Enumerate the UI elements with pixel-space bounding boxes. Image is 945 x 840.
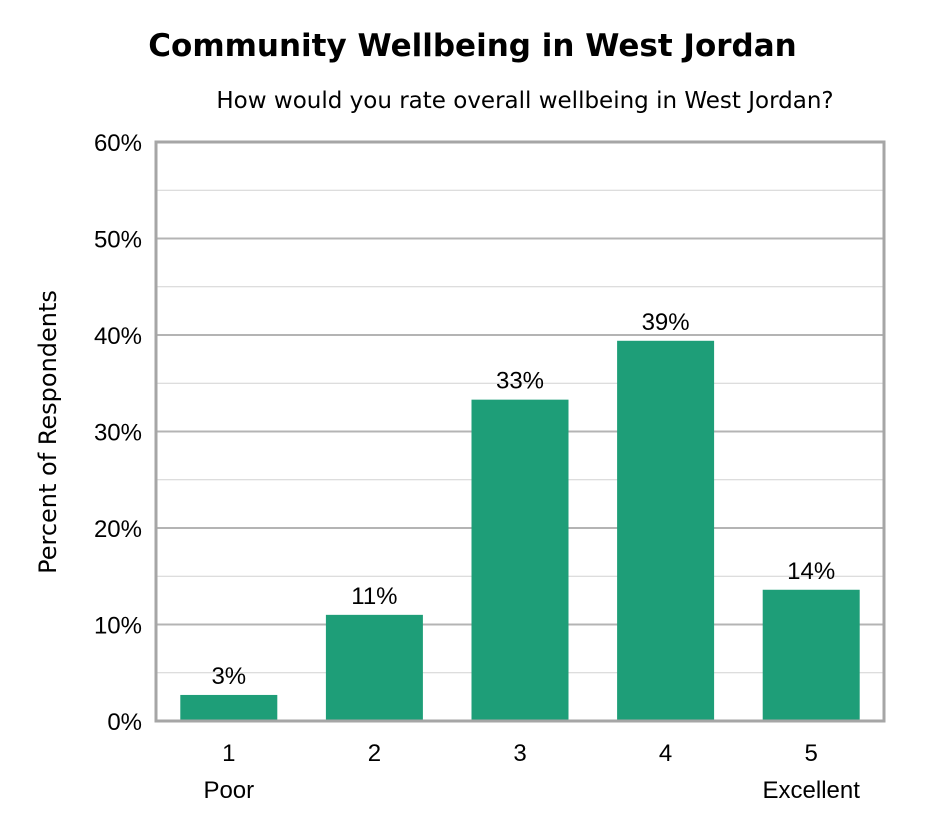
x-tick-label: 3 (513, 740, 526, 767)
data-label: 33% (496, 368, 544, 395)
data-labels: 3% 11% 33% 39% 14% (211, 309, 835, 690)
y-axis-ticks: 0% 10% 20% 30% 40% 50% 60% (94, 130, 142, 736)
bar (180, 694, 278, 721)
x-tick-label: 1 (222, 740, 235, 767)
x-tick-label: 5 (805, 740, 818, 767)
bars (180, 340, 860, 721)
bar (471, 399, 569, 721)
y-tick-label: 60% (94, 130, 142, 157)
bar (325, 614, 423, 721)
y-tick-label: 30% (94, 420, 142, 447)
y-tick-label: 40% (94, 323, 142, 350)
y-tick-label: 0% (107, 709, 142, 736)
x-tick-sublabel: Excellent (763, 777, 861, 804)
data-label: 14% (787, 558, 835, 585)
x-tick-sublabel: Poor (203, 777, 254, 804)
y-tick-label: 20% (94, 516, 142, 543)
bar (617, 340, 715, 721)
data-label: 11% (351, 583, 397, 610)
x-tick-label: 2 (368, 740, 381, 767)
data-label: 39% (642, 309, 690, 336)
chart-subtitle: How would you rate overall wellbeing in … (216, 88, 834, 114)
y-axis-title: Percent of Respondents (34, 290, 62, 574)
x-tick-label: 4 (659, 740, 672, 767)
data-label: 3% (211, 663, 246, 690)
plot-frame (154, 140, 886, 723)
bar (762, 589, 860, 721)
x-axis-ticks: 1 Poor 2 3 4 5 Excellent (203, 740, 860, 804)
gridlines (156, 189, 884, 674)
y-tick-label: 50% (94, 227, 142, 254)
y-tick-label: 10% (94, 613, 142, 640)
chart-title: Community Wellbeing in West Jordan (148, 28, 797, 64)
